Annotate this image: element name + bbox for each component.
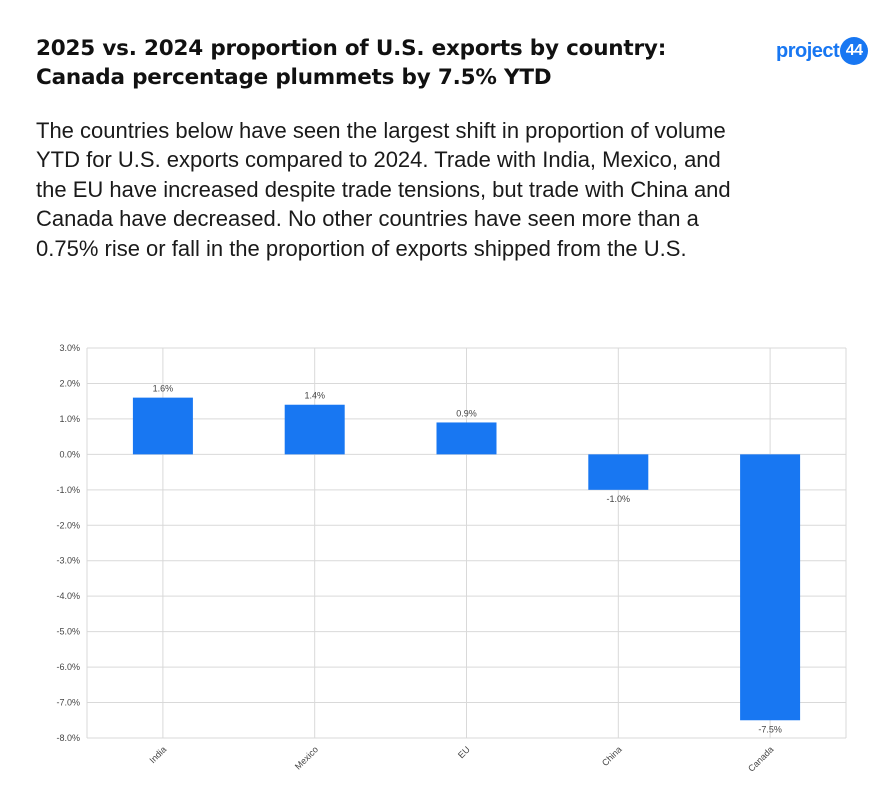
data-label: -1.0% bbox=[607, 494, 631, 504]
chart-title: 2025 vs. 2024 proportion of U.S. exports… bbox=[36, 36, 667, 90]
x-tick-label: Canada bbox=[746, 744, 775, 773]
x-tick-label: India bbox=[147, 744, 168, 765]
bar bbox=[284, 404, 345, 455]
logo-badge: 44 bbox=[840, 37, 869, 65]
y-tick-label: 2.0% bbox=[59, 378, 80, 388]
data-label: 1.6% bbox=[153, 384, 174, 394]
bar bbox=[588, 454, 649, 490]
y-tick-label: -1.0% bbox=[56, 485, 80, 495]
y-tick-label: -8.0% bbox=[56, 733, 80, 743]
bar bbox=[436, 422, 497, 455]
x-tick-label: China bbox=[600, 744, 624, 768]
project44-logo: project 44 bbox=[776, 36, 869, 66]
y-tick-label: -7.0% bbox=[56, 698, 80, 708]
y-tick-label: 3.0% bbox=[59, 343, 80, 353]
x-tick-label: Mexico bbox=[293, 744, 320, 771]
x-tick-label: EU bbox=[456, 744, 472, 760]
chart-description: The countries below have seen the larges… bbox=[36, 118, 731, 261]
y-tick-label: -4.0% bbox=[56, 591, 80, 601]
logo-text: project bbox=[776, 39, 840, 62]
bar bbox=[132, 397, 193, 455]
data-label: -7.5% bbox=[758, 724, 782, 734]
data-label: 1.4% bbox=[304, 391, 325, 401]
y-tick-label: -6.0% bbox=[56, 662, 80, 672]
y-tick-label: 1.0% bbox=[59, 414, 80, 424]
y-tick-label: -5.0% bbox=[56, 627, 80, 637]
y-tick-label: -2.0% bbox=[56, 520, 80, 530]
y-tick-label: 0.0% bbox=[59, 449, 80, 459]
data-label: 0.9% bbox=[456, 408, 477, 418]
bar bbox=[740, 454, 801, 721]
y-tick-label: -3.0% bbox=[56, 556, 80, 566]
